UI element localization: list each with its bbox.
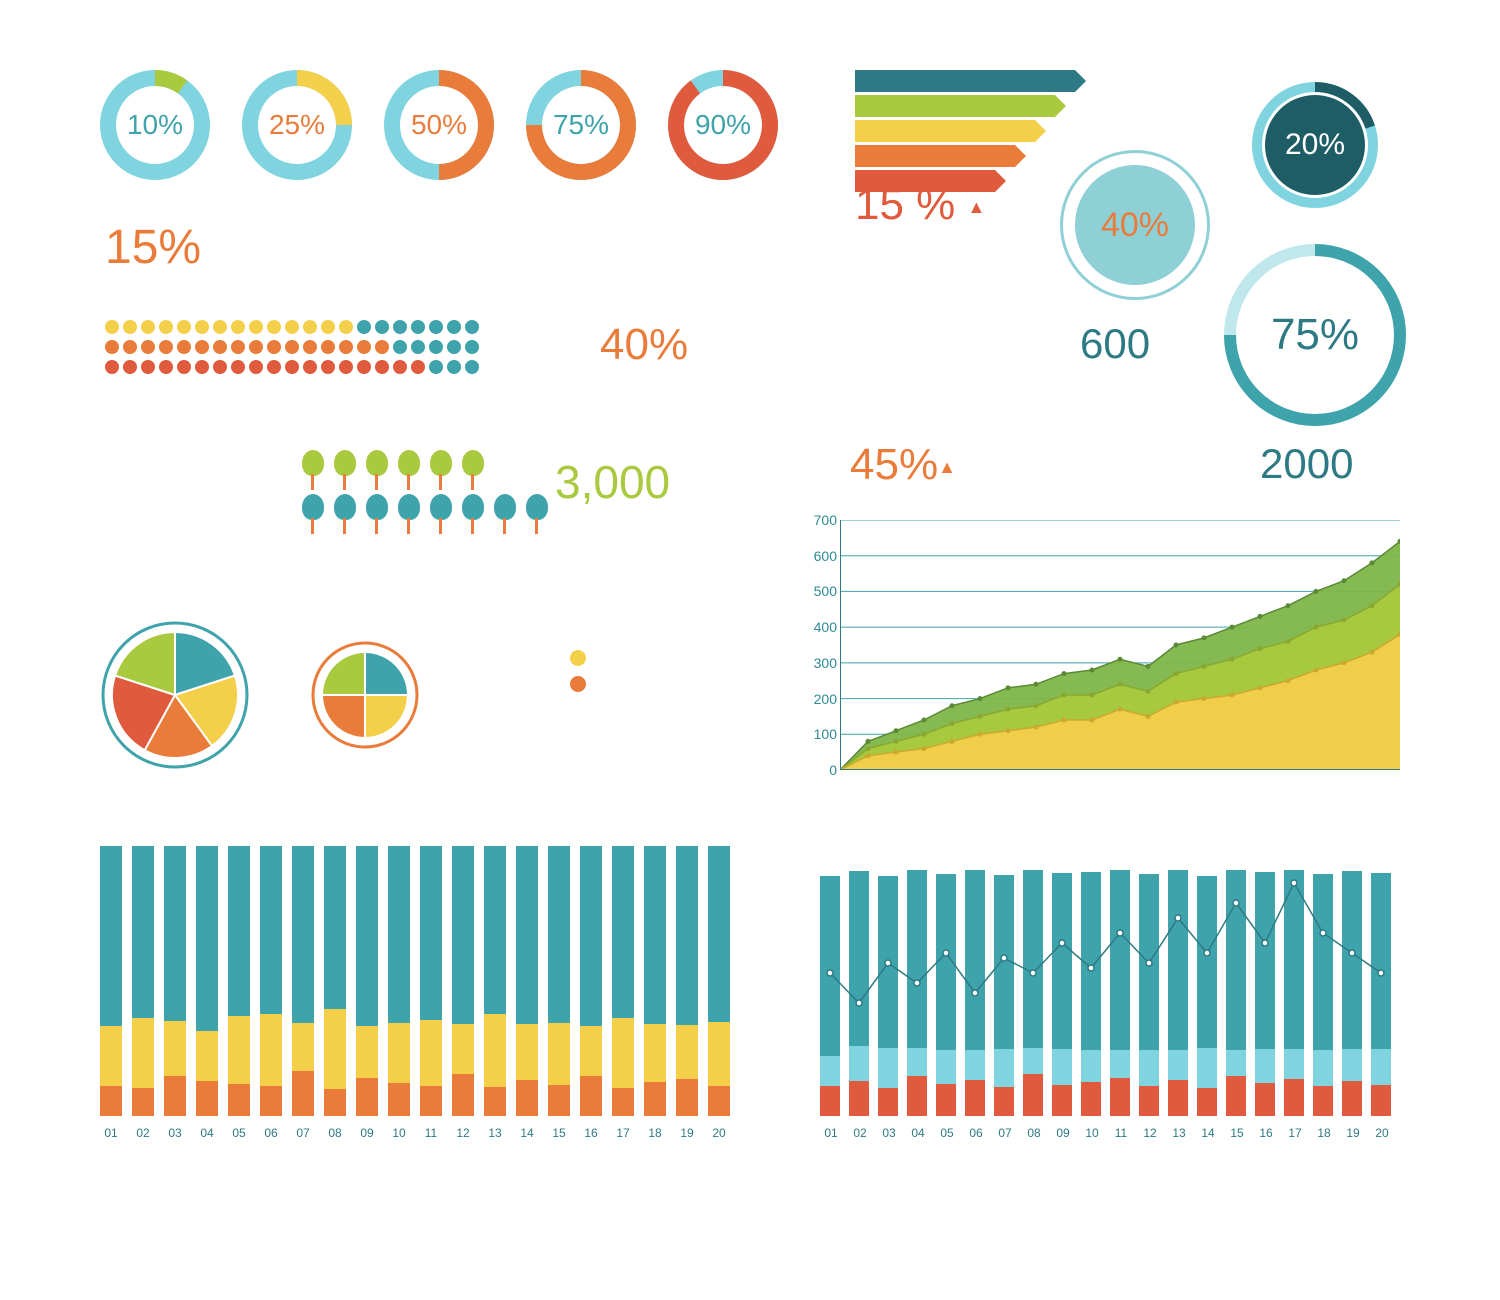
stat-40-percent: 40% xyxy=(600,320,688,370)
donut-label: 75% xyxy=(526,70,636,180)
arrow-bars xyxy=(855,70,1075,195)
pie-charts xyxy=(100,620,420,770)
donut: 90% xyxy=(668,70,778,180)
donut-label: 50% xyxy=(384,70,494,180)
donut-label: 25% xyxy=(242,70,352,180)
circle-75-under: 2000 xyxy=(1260,440,1353,488)
donut-label: 10% xyxy=(100,70,210,180)
stat-15-percent: 15% xyxy=(105,220,201,275)
area-chart xyxy=(840,520,1400,770)
donut: 25% xyxy=(242,70,352,180)
stacked-bars-right: 0102030405060708091011121314151617181920 xyxy=(820,840,1400,1140)
circle-20: 20% xyxy=(1250,80,1380,210)
donut-progress-row: 10% 25% 50% 75% 90% xyxy=(100,70,778,180)
arrow-bars-label: 15 % ▲ xyxy=(855,180,985,230)
donut: 10% xyxy=(100,70,210,180)
circle-40-under: 600 xyxy=(1080,320,1150,368)
pie-legend xyxy=(570,650,586,702)
area-yaxis: 0100200300400500600700 xyxy=(805,520,837,770)
donut-label: 90% xyxy=(668,70,778,180)
donut: 75% xyxy=(526,70,636,180)
circle-75: 75% xyxy=(1220,240,1410,430)
donut: 50% xyxy=(384,70,494,180)
stacked-bars-left: 0102030405060708091011121314151617181920 xyxy=(100,840,740,1140)
stat-45-percent: 45%▲ xyxy=(850,440,956,490)
tree-pictogram xyxy=(300,450,550,538)
circle-40: 40% xyxy=(1060,150,1210,300)
tree-label: 3,000 xyxy=(555,455,670,509)
dot-strips xyxy=(105,320,479,380)
